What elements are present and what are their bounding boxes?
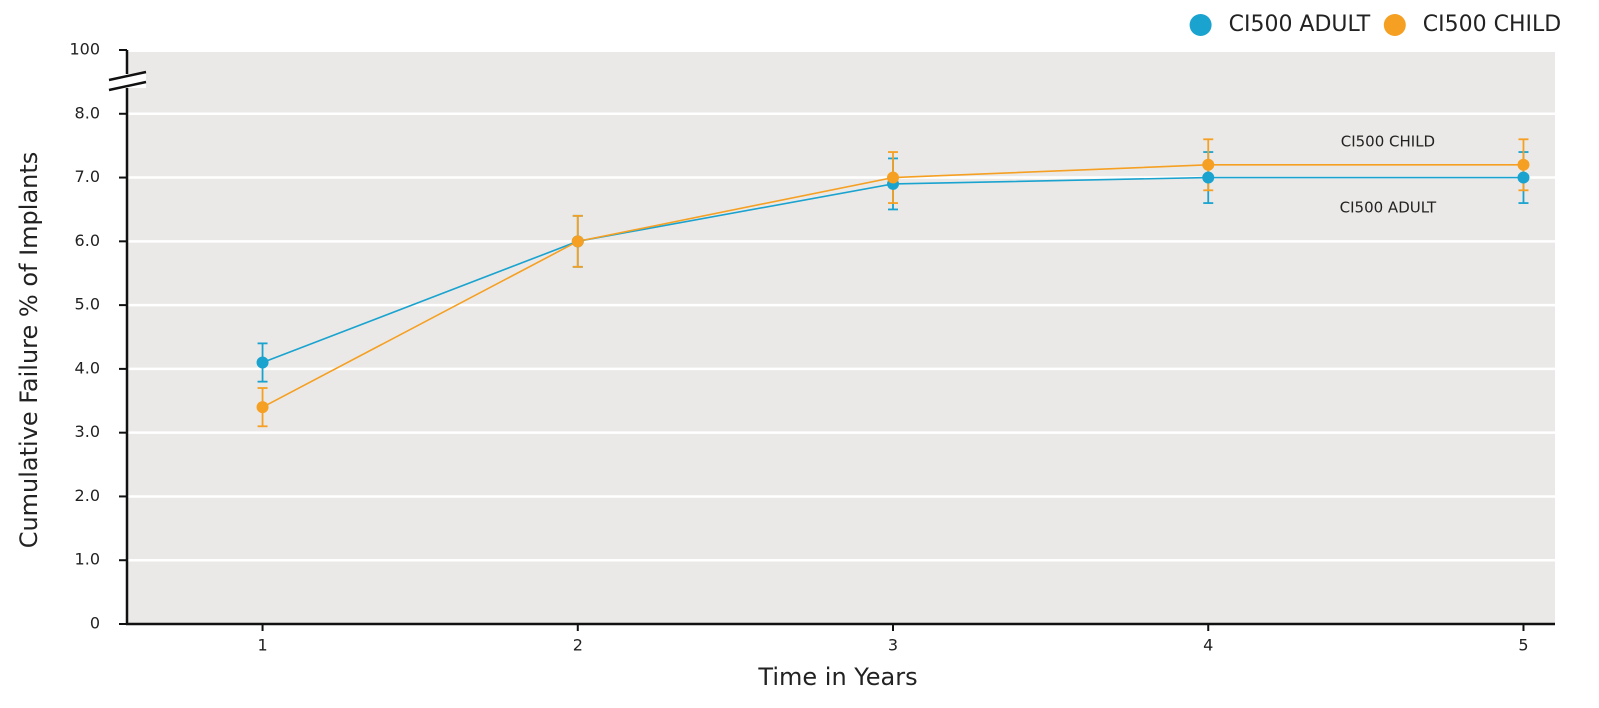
- y-tick-label: 1.0: [75, 550, 100, 569]
- y-tick-label: 100: [69, 40, 100, 59]
- data-point: [887, 171, 900, 184]
- x-tick-label: 3: [888, 636, 898, 655]
- data-point: [1202, 158, 1215, 171]
- y-tick-label: 8.0: [75, 103, 100, 122]
- data-point: [571, 235, 584, 248]
- y-axis-label: Cumulative Failure % of Implants: [15, 152, 43, 549]
- x-tick-label: 5: [1518, 636, 1528, 655]
- plot-background: [127, 52, 1555, 624]
- y-tick-label: 0: [90, 614, 100, 633]
- x-tick-label: 2: [573, 636, 583, 655]
- y-tick-label: 5.0: [75, 295, 100, 314]
- data-point: [1517, 158, 1530, 171]
- x-axis-label: Time in Years: [757, 663, 917, 691]
- legend-swatch: [1383, 14, 1406, 36]
- data-point: [1517, 171, 1530, 184]
- annotation: CI500 CHILD: [1341, 132, 1435, 150]
- y-tick-label: 3.0: [75, 422, 100, 441]
- legend-swatch: [1189, 14, 1212, 36]
- y-tick-label: 4.0: [75, 358, 100, 377]
- data-point: [1202, 171, 1215, 184]
- x-tick-label: 1: [257, 636, 267, 655]
- data-point: [256, 401, 269, 414]
- axis-break: [108, 70, 147, 82]
- y-tick-label: 7.0: [75, 167, 100, 186]
- data-point: [256, 356, 269, 369]
- y-tick-label: 6.0: [75, 231, 100, 250]
- legend-label: CI500 CHILD: [1423, 12, 1561, 37]
- annotation: CI500 ADULT: [1340, 199, 1437, 217]
- x-tick-label: 4: [1203, 636, 1213, 655]
- legend-label: CI500 ADULT: [1229, 12, 1371, 37]
- y-tick-label: 2.0: [75, 486, 100, 505]
- axis-break: [108, 80, 147, 92]
